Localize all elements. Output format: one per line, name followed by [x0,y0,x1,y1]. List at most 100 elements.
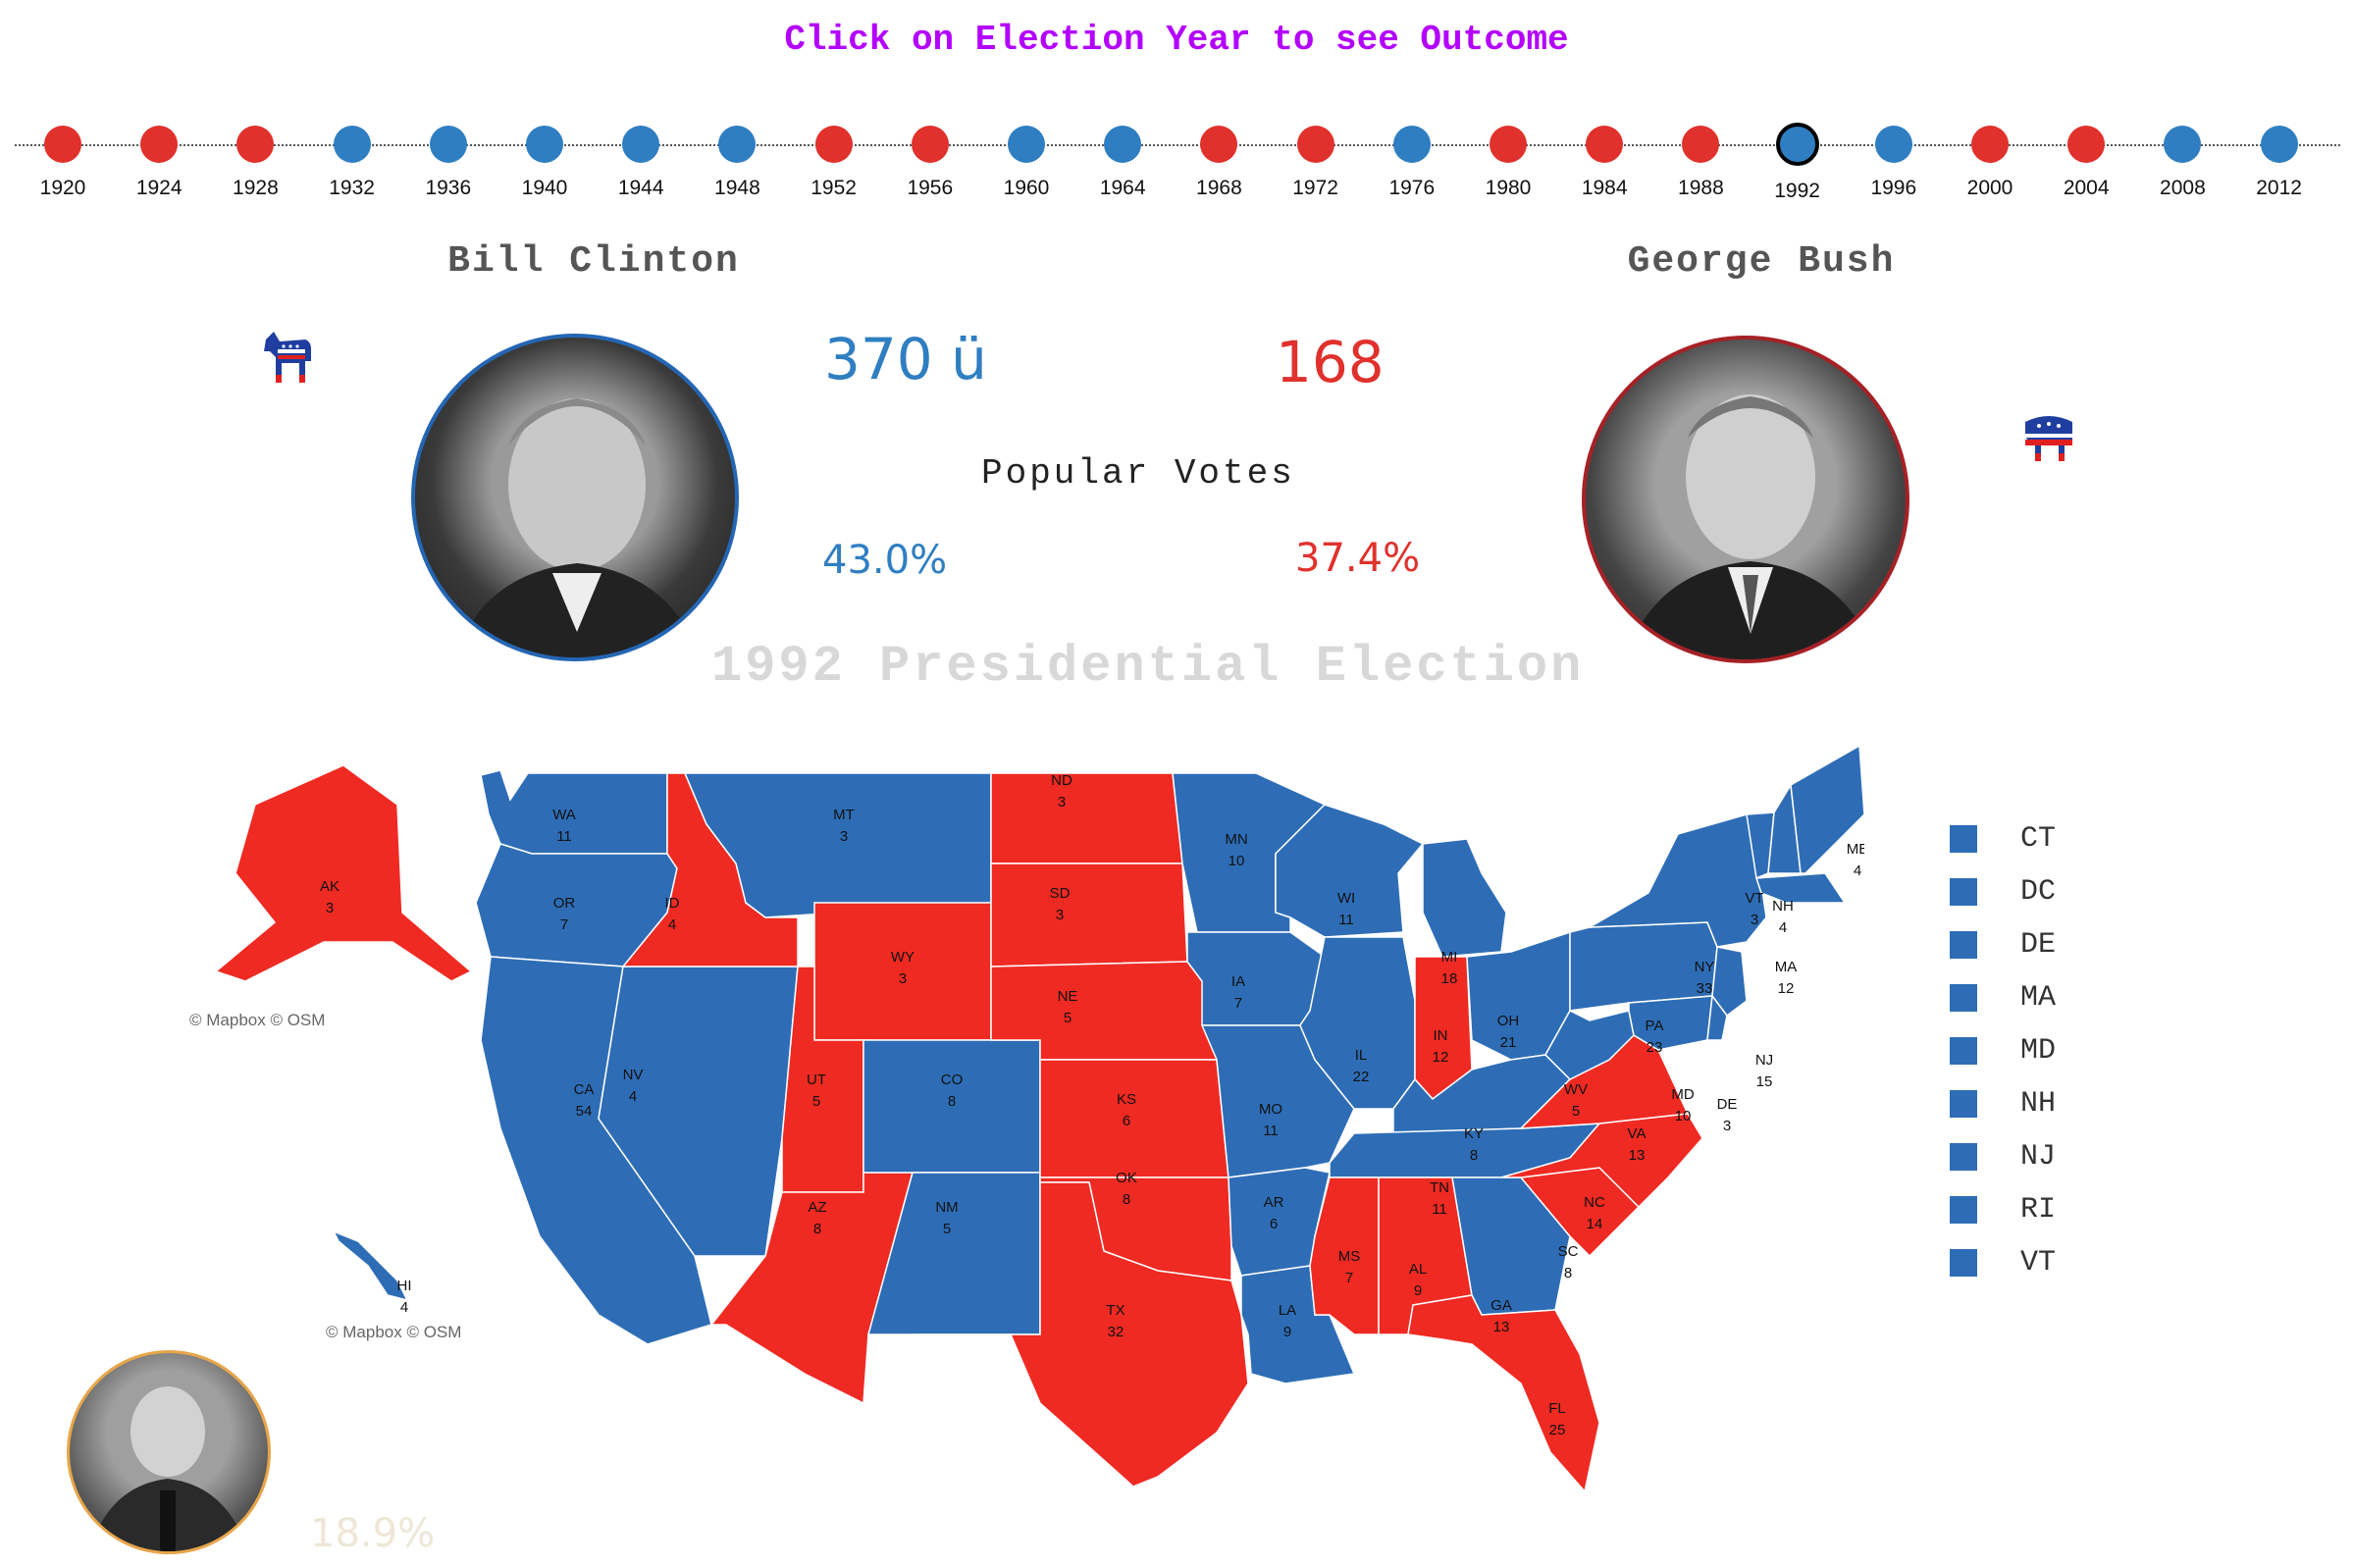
timeline-dot[interactable] [814,126,853,163]
state-ak[interactable] [214,764,473,982]
timeline-year-label: 1976 [1388,177,1436,199]
timeline-dot[interactable] [1104,126,1142,163]
timeline-dot[interactable] [1296,126,1334,163]
timeline-year-2012[interactable]: 2012 [2240,126,2319,200]
legend-item-nj[interactable]: NJ [1950,1130,2056,1183]
timeline-year-label: 1944 [617,177,664,199]
us-electoral-map[interactable]: WA11OR7CA54NV4ID4MT3WY3UT5AZ8CO8NM5ND3SD… [177,746,1864,1531]
timeline-dot[interactable] [429,126,467,163]
timeline-year-1932[interactable]: 1932 [313,126,392,200]
state-abbr-label: TN [1430,1179,1449,1196]
state-ev-label: 5 [943,1221,951,1237]
state-abbr-label: IA [1231,973,1245,990]
state-wi[interactable] [1275,804,1425,938]
timeline-dot[interactable] [911,126,949,163]
timeline-year-2004[interactable]: 2004 [2047,126,2125,200]
timeline-dot[interactable] [44,126,81,163]
state-abbr-label: WY [891,949,915,966]
timeline-dot[interactable] [1392,126,1431,163]
timeline-dot[interactable] [622,126,660,163]
timeline-dot[interactable] [1586,126,1624,163]
timeline-year-1940[interactable]: 1940 [505,126,584,200]
timeline-year-1924[interactable]: 1924 [120,126,198,200]
state-nc[interactable] [1500,1113,1703,1209]
state-fl[interactable] [1407,1294,1600,1493]
state-ev-label: 3 [326,900,334,916]
state-ks[interactable] [1039,1059,1229,1178]
state-hi[interactable] [332,1229,409,1302]
timeline-dot[interactable] [1200,126,1238,163]
timeline-year-1988[interactable]: 1988 [1661,126,1740,200]
timeline-year-2008[interactable]: 2008 [2143,126,2222,200]
timeline-year-2000[interactable]: 2000 [1951,126,2029,200]
timeline-year-1928[interactable]: 1928 [216,126,294,200]
legend-swatch [1950,825,1977,853]
state-ev-label: 32 [1108,1324,1124,1340]
legend-item-vt[interactable]: VT [1950,1236,2056,1289]
state-de[interactable] [1706,994,1728,1041]
timeline-dot[interactable] [333,126,371,163]
timeline-year-1992[interactable]: 1992 [1758,123,1837,203]
state-ms[interactable] [1309,1176,1380,1335]
legend-item-ct[interactable]: CT [1950,812,2056,865]
state-nj[interactable] [1711,946,1748,1018]
state-ev-label: 14 [1587,1216,1603,1232]
timeline-year-1956[interactable]: 1956 [891,126,969,200]
timeline-year-1976[interactable]: 1976 [1373,126,1451,200]
timeline-year-1964[interactable]: 1964 [1083,126,1162,200]
legend-item-md[interactable]: MD [1950,1024,2056,1077]
timeline-dot[interactable] [2164,126,2202,163]
timeline-year-1984[interactable]: 1984 [1565,126,1644,200]
timeline-dot[interactable] [1008,126,1045,163]
timeline-dot[interactable] [1971,126,2009,163]
rep-electoral-votes: 168 [1276,329,1385,395]
state-abbr-label: WI [1337,890,1355,907]
state-il[interactable] [1299,936,1416,1110]
timeline-dot[interactable] [2067,126,2106,163]
timeline-year-1944[interactable]: 1944 [601,126,680,200]
timeline-year-1972[interactable]: 1972 [1277,126,1355,200]
state-sd[interactable] [990,862,1188,967]
timeline-dot[interactable] [1775,123,1819,166]
state-ia[interactable] [1186,931,1326,1026]
state-ny[interactable] [1589,813,1767,948]
state-ma[interactable] [1754,872,1847,904]
state-abbr-label: FL [1548,1400,1566,1417]
state-ev-label: 8 [813,1221,821,1237]
timeline-dot[interactable] [140,126,179,163]
state-ev-label: 5 [1064,1010,1072,1026]
timeline-year-1920[interactable]: 1920 [24,126,102,200]
state-ev-label: 11 [1432,1201,1447,1218]
timeline-year-1948[interactable]: 1948 [698,126,776,200]
timeline-dot[interactable] [1682,126,1720,163]
timeline-dot[interactable] [526,126,563,163]
legend-item-ma[interactable]: MA [1950,971,2056,1024]
legend-item-dc[interactable]: DC [1950,865,2056,918]
map-attribution-hawaii: © Mapbox © OSM [326,1323,462,1341]
legend-swatch [1950,878,1977,906]
timeline-dot[interactable] [718,126,757,163]
timeline-dot[interactable] [1490,126,1527,163]
state-me[interactable] [1790,746,1864,874]
state-nd[interactable] [990,772,1183,864]
timeline-year-label: 1964 [1099,177,1146,199]
state-mi[interactable] [1422,838,1507,958]
timeline-year-1952[interactable]: 1952 [795,126,873,200]
timeline-year-1980[interactable]: 1980 [1469,126,1547,200]
state-abbr-label: IL [1355,1047,1368,1064]
timeline-dot[interactable] [2260,126,2298,163]
legend-swatch [1950,1249,1977,1277]
legend-label: MA [2020,981,2057,1015]
timeline-year-1996[interactable]: 1996 [1855,126,1933,200]
legend-item-nh[interactable]: NH [1950,1077,2056,1130]
timeline-year-1960[interactable]: 1960 [987,126,1066,200]
timeline-year-label: 1940 [521,177,568,199]
state-abbr-label: LA [1279,1302,1296,1319]
timeline-year-1968[interactable]: 1968 [1179,126,1258,200]
timeline-year-1936[interactable]: 1936 [409,126,488,200]
timeline-dot[interactable] [236,126,275,163]
legend-item-ri[interactable]: RI [1950,1183,2056,1236]
legend-item-de[interactable]: DE [1950,918,2056,971]
timeline-dot[interactable] [1874,126,1912,163]
state-tx[interactable] [913,1181,1249,1488]
